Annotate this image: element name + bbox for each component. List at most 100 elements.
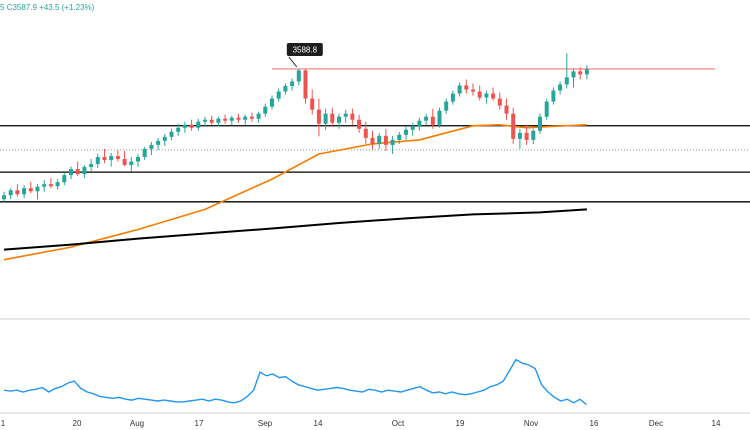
candle-body: [189, 124, 194, 128]
candle-body: [584, 69, 589, 75]
candle-body: [517, 132, 522, 139]
candle-body: [330, 113, 335, 123]
candle-body: [149, 144, 154, 149]
candle-body: [484, 93, 489, 98]
candle-body: [196, 121, 201, 128]
candle-body: [363, 128, 368, 138]
candle-body: [2, 195, 6, 200]
peak-pointer: [288, 56, 298, 68]
x-tick-label: Aug: [130, 419, 144, 428]
candle-body: [450, 93, 455, 102]
candle-body: [82, 167, 87, 175]
candle-body: [370, 137, 375, 144]
candle-body: [236, 117, 241, 120]
candle-body: [424, 116, 429, 121]
candle-body: [182, 124, 187, 128]
candle-body: [417, 120, 422, 127]
candle-body: [69, 169, 73, 176]
candle-body: [303, 70, 308, 99]
peak-label: 3588.8: [293, 45, 318, 54]
candle-body: [571, 71, 576, 78]
candle-body: [129, 161, 134, 166]
candle-body: [176, 127, 181, 132]
candle-body: [497, 98, 502, 106]
x-tick-label: 17: [195, 419, 204, 428]
candle-body: [404, 129, 408, 135]
candle-body: [156, 140, 161, 145]
legend-fragment: 5: [0, 3, 5, 12]
candle-body: [390, 139, 395, 145]
candle-body: [209, 119, 214, 123]
candle-body: [162, 136, 167, 141]
candle-body: [464, 85, 469, 90]
x-tick-label: 1: [1, 419, 6, 428]
candle-body: [15, 190, 20, 195]
candle-body: [142, 148, 147, 157]
candle-body: [444, 101, 449, 111]
candle-body: [203, 119, 207, 122]
x-tick-label: Oct: [392, 419, 405, 428]
candle-body: [229, 117, 234, 121]
candle-body: [377, 135, 382, 144]
x-tick-label: 16: [590, 419, 599, 428]
candle-body: [42, 184, 47, 187]
x-tick-label: Sep: [258, 419, 273, 428]
candle-body: [22, 188, 27, 195]
candle-body: [564, 77, 569, 85]
x-tick-label: 20: [73, 419, 82, 428]
candle-body: [8, 190, 13, 196]
candle-body: [263, 106, 268, 114]
candle-body: [323, 113, 328, 124]
candle-body: [477, 91, 482, 98]
candle-body: [216, 118, 221, 123]
x-tick-label: Nov: [524, 419, 538, 428]
candle-body: [504, 105, 509, 114]
candle-body: [343, 113, 348, 117]
candle-body: [437, 110, 442, 125]
candle-body: [531, 130, 536, 140]
candle-body: [276, 91, 281, 99]
candle-body: [337, 116, 341, 123]
candle-body: [383, 135, 388, 145]
candle-body: [578, 71, 583, 75]
candle-body: [410, 126, 415, 130]
x-tick-label: Dec: [649, 419, 663, 428]
candle-body: [243, 116, 248, 120]
candle-body: [471, 89, 475, 92]
candle-body: [75, 169, 80, 175]
candle-body: [62, 175, 67, 183]
candle-body: [290, 81, 295, 86]
candle-body: [397, 134, 402, 140]
candle-body: [136, 156, 140, 162]
candle-body: [169, 131, 174, 137]
candle-body: [544, 101, 549, 117]
candle-body: [310, 98, 315, 110]
candle-body: [270, 98, 274, 107]
candle-body: [95, 156, 100, 165]
candle-body: [28, 188, 33, 192]
candle-body: [558, 84, 563, 91]
candle-body: [89, 164, 94, 168]
candle-body: [316, 109, 321, 124]
candle-body: [511, 113, 516, 139]
candle-body: [122, 159, 127, 166]
candle-body: [457, 85, 462, 94]
candle-body: [109, 155, 114, 161]
candle-body: [55, 182, 60, 187]
candle-body: [350, 113, 355, 120]
x-tick-label: 19: [456, 419, 465, 428]
candle-body: [551, 90, 556, 102]
candle-body: [357, 119, 362, 129]
candle-body: [35, 186, 40, 192]
symbol-legend: 5 C3587.9 +43.5 (+1.23%): [0, 3, 94, 12]
legend-close: C3587.9: [6, 3, 37, 12]
candle-body: [102, 156, 107, 161]
x-tick-label: 14: [712, 419, 721, 428]
oscillator-line: [3, 358, 587, 406]
candle-body: [296, 70, 301, 82]
candle-body: [538, 116, 542, 131]
x-tick-label: 14: [314, 419, 323, 428]
moving-average-orange: [3, 123, 587, 261]
